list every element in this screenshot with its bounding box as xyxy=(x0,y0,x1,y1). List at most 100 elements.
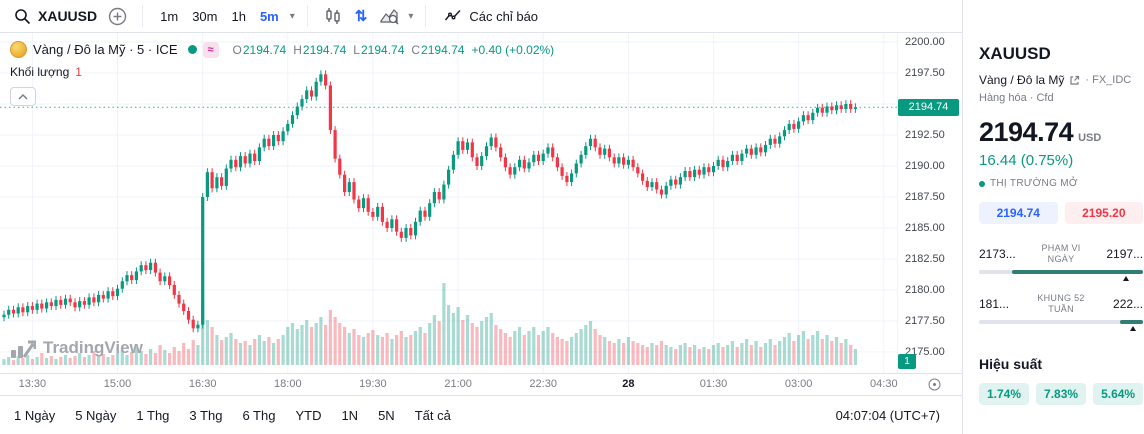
timeframe-1m[interactable]: 1m xyxy=(153,5,185,28)
price-tick: 2192.50 xyxy=(905,129,945,141)
chart-column: XAUUSD 1m 30m 1h 5m ▾ ⇅ xyxy=(0,0,962,434)
range-button-5[interactable]: 6 Thg xyxy=(232,403,285,428)
price-tick: 2187.50 xyxy=(905,191,945,203)
time-tick: 28 xyxy=(622,378,635,390)
price-tick: 2177.50 xyxy=(905,314,945,327)
toolbar-divider xyxy=(425,5,427,27)
price-tick: 2200.00 xyxy=(905,36,945,48)
chart-template-button[interactable] xyxy=(374,2,404,30)
panel-category: Hàng hóa · Cfd xyxy=(979,92,1054,104)
chart-style-button[interactable] xyxy=(318,2,348,30)
market-status-dot-icon xyxy=(187,45,197,54)
time-tick: 01:30 xyxy=(699,378,728,390)
approx-flag-icon[interactable]: ≈ xyxy=(202,41,219,58)
range-button-1[interactable]: 1 Ngày xyxy=(4,403,65,428)
time-axis[interactable]: 13:30 15:00 16:30 18:00 19:30 21:00 22:30 28 01:… xyxy=(0,373,962,395)
chart-legend: Vàng / Đô la Mỹ · 5 · ICE ≈ O 2194.74 H 21… xyxy=(10,41,554,58)
watermark-label: TradingView xyxy=(43,338,143,357)
bottom-toolbar: 1 Ngày 5 Ngày 1 Thg 3 Thg 6 Thg YTD 1N 5N Tất cả… xyxy=(0,395,962,434)
timeframe-group: 1m 30m 1h 5m xyxy=(153,5,286,28)
target-icon xyxy=(927,377,942,392)
clock-label[interactable]: 04:07:04 (UTC+7) xyxy=(835,407,940,423)
toolbar-divider xyxy=(306,5,308,27)
week52-label: KHUNG 52 TUẦN xyxy=(1037,293,1085,314)
time-tick: 03:00 xyxy=(784,378,813,390)
time-tick: 15:00 xyxy=(103,378,132,390)
scales-settings-button[interactable] xyxy=(927,377,942,392)
week52-fill xyxy=(1120,320,1144,324)
panel-change: 16.44 (0.75%) xyxy=(979,152,1074,169)
range-button-7[interactable]: 1N xyxy=(331,403,368,428)
chevron-down-icon[interactable]: ▾ xyxy=(408,10,414,22)
performance-chip-3: 5.64% xyxy=(1093,383,1144,405)
price-tick: 2182.50 xyxy=(905,253,945,265)
volume-label[interactable]: Khối lượng xyxy=(10,65,70,79)
ask-value: 2195.20 xyxy=(1064,202,1144,224)
plus-circle-icon xyxy=(108,7,127,26)
candlestick-chart[interactable] xyxy=(0,33,897,373)
volume-legend: Khối lượng 1 xyxy=(10,65,82,79)
price-change: +0.40 (+0.02%) xyxy=(471,42,555,57)
week52-bar xyxy=(979,320,1144,331)
search-icon xyxy=(14,8,31,25)
tradingview-watermark[interactable]: TradingView xyxy=(10,337,143,359)
market-status-row: THỊ TRƯỜNG MỞ xyxy=(979,178,1143,189)
range-button-8[interactable]: 5N xyxy=(368,403,405,428)
market-status-label: THỊ TRƯỜNG MỞ xyxy=(990,178,1078,189)
indicators-label: Các chỉ báo xyxy=(469,8,539,24)
panel-symbol-name[interactable]: Vàng / Đô la Mỹ xyxy=(979,73,1065,87)
range-button-3[interactable]: 1 Thg xyxy=(126,403,179,428)
timeframe-5m[interactable]: 5m xyxy=(253,5,286,28)
toolbar-symbol: XAUUSD xyxy=(38,8,98,24)
price-tick: 2197.50 xyxy=(905,67,945,79)
range-button-4[interactable]: 3 Thg xyxy=(179,403,232,428)
panel-currency: USD xyxy=(1078,132,1102,144)
volume-axis-badge: 1 xyxy=(898,354,916,369)
area-chart-zoom-icon xyxy=(379,6,399,26)
panel-price-row: 2194.74 USD xyxy=(979,117,1143,148)
range-button-2[interactable]: 5 Ngày xyxy=(65,403,126,428)
week52-high: 222... xyxy=(1113,297,1144,311)
toolbar-divider xyxy=(142,5,144,27)
range-button-9[interactable]: Tất cả xyxy=(405,403,461,428)
price-tick: 2185.00 xyxy=(905,222,945,234)
price-tick: 2190.00 xyxy=(905,160,945,172)
candlestick-icon xyxy=(323,6,343,26)
range-buttons: 1 Ngày 5 Ngày 1 Thg 3 Thg 6 Thg YTD 1N 5N Tất cả xyxy=(4,403,461,428)
bid-ask-row: 2194.74 2195.20 xyxy=(979,202,1144,224)
time-tick: 19:30 xyxy=(359,378,387,390)
chart-symbol-title[interactable]: Vàng / Đô la Mỹ · 5 · ICE xyxy=(33,42,178,57)
bid-value: 2194.74 xyxy=(979,202,1058,224)
ohlc-values: O 2194.74 H 2194.74 L 2194.74 C 2194.74 +0.4… xyxy=(232,42,555,57)
time-tick: 18:00 xyxy=(274,378,302,390)
timeframe-30m[interactable]: 30m xyxy=(185,5,224,28)
external-link-icon[interactable] xyxy=(1069,75,1080,86)
indicators-button[interactable]: Các chỉ báo xyxy=(436,3,546,29)
day-range-label: PHẠM VI NGÀY xyxy=(1041,243,1081,264)
chart-region: Vàng / Đô la Mỹ · 5 · ICE ≈ O 2194.74 H 21… xyxy=(0,33,962,373)
time-tick: 16:30 xyxy=(188,378,217,390)
volume-value: 1 xyxy=(75,65,82,79)
day-range-bar xyxy=(979,270,1144,281)
panel-exchange: · FX_IDC xyxy=(1085,74,1132,86)
chart-plot[interactable]: Vàng / Đô la Mỹ · 5 · ICE ≈ O 2194.74 H 21… xyxy=(0,33,897,373)
top-toolbar: XAUUSD 1m 30m 1h 5m ▾ ⇅ xyxy=(0,0,962,33)
compare-button[interactable]: ⇅ xyxy=(350,5,373,28)
price-axis[interactable]: 2194.74 1 2175.00 2177.50 2180.00 2182.50 21… xyxy=(897,33,962,373)
market-open-dot-icon xyxy=(979,180,985,187)
performance-chip-2: 7.83% xyxy=(1036,383,1087,405)
chevron-down-icon[interactable]: ▾ xyxy=(289,10,295,22)
time-tick: 04:30 xyxy=(870,378,898,390)
timeframe-1h[interactable]: 1h xyxy=(224,5,252,28)
performance-chip-1: 1.74% xyxy=(979,383,1030,405)
add-symbol-button[interactable] xyxy=(103,3,132,30)
symbol-search-button[interactable]: XAUUSD xyxy=(10,5,101,28)
week52-marker-icon xyxy=(1129,326,1136,331)
collapse-legend-button[interactable] xyxy=(10,87,36,106)
indicators-icon xyxy=(444,7,462,25)
range-button-6[interactable]: YTD xyxy=(285,403,331,428)
week52-low: 181... xyxy=(979,297,1010,311)
day-range-marker-icon xyxy=(1123,276,1130,281)
time-tick: 21:00 xyxy=(444,378,472,390)
